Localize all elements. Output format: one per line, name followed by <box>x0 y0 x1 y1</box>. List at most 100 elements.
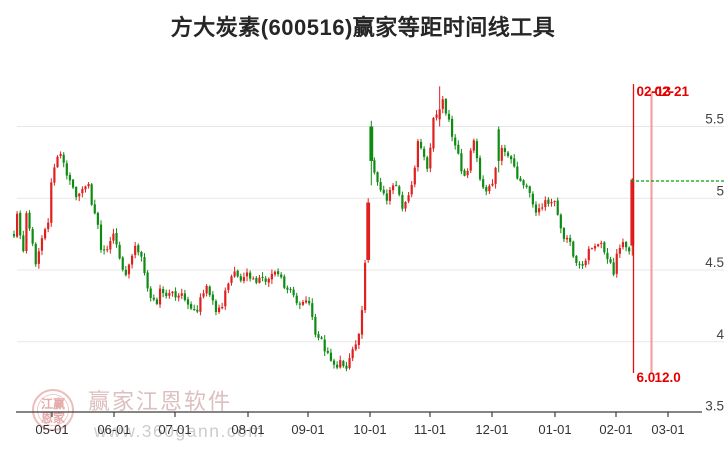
candle-body <box>19 212 22 236</box>
candle-body <box>118 244 121 259</box>
candle-body <box>227 283 230 291</box>
candle-body <box>40 238 44 251</box>
candle-body <box>621 242 625 248</box>
candle-body <box>183 293 186 300</box>
x-axis-label: 06-01 <box>97 422 130 437</box>
candle-body <box>304 300 308 303</box>
candle-body <box>245 272 249 277</box>
candle-body <box>628 247 631 252</box>
candle-body <box>84 186 87 190</box>
candle-body <box>121 257 124 270</box>
y-axis-label: 5 <box>716 183 724 198</box>
candle-body <box>506 152 510 156</box>
candle-body <box>59 154 62 156</box>
x-axis-label: 07-01 <box>158 422 191 437</box>
candle-body <box>488 185 491 192</box>
candle-body <box>382 189 385 194</box>
candle-body <box>478 157 482 180</box>
candle-body <box>75 186 78 198</box>
y-axis-label: 5.5 <box>705 112 724 127</box>
candle-body <box>376 172 379 183</box>
candle-body <box>326 350 329 353</box>
candle-body <box>289 289 292 291</box>
candle-body <box>196 309 199 312</box>
candle-body <box>205 285 208 294</box>
x-axis-label: 12-01 <box>475 422 508 437</box>
candle-body <box>562 228 566 239</box>
candle-body <box>171 291 174 294</box>
candle-body <box>149 288 152 298</box>
timeline-value-label: 6.0 <box>637 370 656 385</box>
candle-body <box>264 278 267 282</box>
candle-body <box>12 234 16 237</box>
x-axis-label: 09-01 <box>291 422 324 437</box>
candle-body <box>615 253 618 274</box>
candle-body <box>162 289 165 294</box>
candle-body <box>463 170 466 176</box>
candle-body <box>115 232 118 245</box>
candle-body <box>25 213 28 251</box>
candle-body <box>295 295 298 304</box>
candle-body <box>106 249 109 251</box>
timeline-date-label: 02-21 <box>655 84 690 99</box>
candle-body <box>584 260 587 266</box>
candle-body <box>606 252 609 260</box>
candle-body <box>432 117 435 149</box>
candle-body <box>158 288 162 305</box>
candle-body <box>429 147 432 169</box>
candle-body <box>329 352 333 361</box>
candle-body <box>556 200 559 215</box>
candle-body <box>71 179 75 188</box>
candle-body <box>565 237 569 240</box>
candle-body <box>404 201 407 209</box>
candle-body <box>50 182 53 223</box>
candle-body <box>572 241 575 257</box>
candle-body <box>311 303 314 317</box>
candle-body <box>457 144 460 154</box>
timeline-value-label: 12.0 <box>655 370 681 385</box>
candle-body <box>189 304 193 309</box>
candle-body <box>369 126 374 161</box>
candle-body <box>423 148 426 157</box>
candle-body <box>174 291 177 298</box>
candle-body <box>590 248 594 250</box>
x-axis-label: 03-01 <box>651 422 684 437</box>
candle-body <box>276 271 280 275</box>
candle-body <box>357 333 360 345</box>
candle-body <box>56 156 59 168</box>
candle-body <box>270 273 273 280</box>
candle-body <box>168 293 171 296</box>
candle-body <box>351 349 354 359</box>
candle-body <box>491 183 494 186</box>
x-axis-label: 05-01 <box>35 422 68 437</box>
candle-body <box>416 141 420 168</box>
candle-body <box>186 299 190 305</box>
candle-body <box>485 186 488 192</box>
candle-body <box>587 248 590 261</box>
candle-body <box>214 301 218 312</box>
candle-body <box>559 214 562 229</box>
candle-body <box>497 129 500 161</box>
candle-body <box>317 334 320 338</box>
x-axis-label: 10-01 <box>353 422 386 437</box>
candle-body <box>469 150 472 171</box>
candle-body <box>410 184 413 195</box>
candle-body <box>127 264 131 275</box>
candle-body <box>460 153 463 172</box>
candle-body <box>81 188 84 194</box>
candle-body <box>630 179 635 246</box>
candle-body <box>93 204 96 214</box>
candle-body <box>354 344 357 350</box>
candle-body <box>597 244 600 247</box>
candle-body <box>401 194 404 209</box>
candle-body <box>103 249 106 251</box>
candle-body <box>208 286 211 296</box>
candle-body <box>510 156 513 160</box>
candle-body <box>180 293 183 296</box>
y-axis-label: 4 <box>716 327 724 342</box>
candle-body <box>34 243 37 265</box>
candle-body <box>236 270 239 277</box>
candle-body <box>444 98 447 114</box>
